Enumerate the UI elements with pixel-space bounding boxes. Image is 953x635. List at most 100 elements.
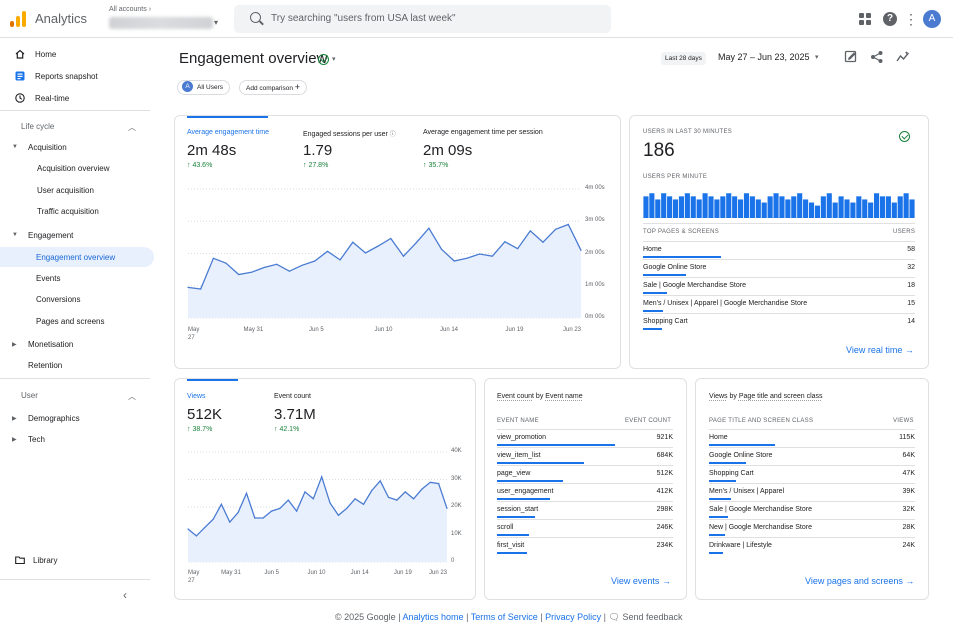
per-minute-bar[interactable] — [743, 193, 750, 218]
sidebar-item-demographics[interactable]: ▶ Demographics — [0, 408, 154, 428]
series-line[interactable] — [187, 223, 582, 290]
data-point[interactable] — [326, 250, 329, 252]
per-minute-bar[interactable] — [690, 196, 696, 218]
data-point[interactable] — [453, 260, 455, 262]
card-title[interactable]: Views by Page title and screen class — [709, 393, 823, 400]
data-point[interactable] — [567, 223, 569, 226]
all-users-chip[interactable]: A All Users — [177, 80, 231, 95]
data-point[interactable] — [542, 241, 544, 243]
data-point[interactable] — [296, 510, 298, 512]
more-vert-icon[interactable]: ⋮ — [904, 11, 918, 27]
share-icon[interactable] — [870, 50, 884, 64]
sidebar-item-engagement-overview[interactable]: Engagement overview — [0, 247, 154, 267]
per-minute-bar[interactable] — [696, 199, 702, 218]
data-point[interactable] — [504, 241, 506, 243]
app-title[interactable]: Analytics — [35, 11, 88, 26]
data-point[interactable] — [262, 517, 264, 519]
per-minute-bar[interactable] — [773, 193, 779, 218]
per-minute-bar[interactable] — [649, 193, 655, 218]
date-preset-chip[interactable]: Last 28 days — [661, 52, 706, 65]
account-name-redacted[interactable] — [109, 17, 213, 29]
per-minute-bar[interactable] — [808, 202, 815, 218]
data-point[interactable] — [225, 262, 227, 264]
collapse-sidebar-icon[interactable]: ‹ — [123, 588, 127, 602]
metric-label[interactable]: Average engagement time per session — [423, 129, 543, 136]
data-point[interactable] — [312, 498, 314, 500]
per-minute-bar[interactable] — [862, 199, 868, 218]
data-point[interactable] — [220, 503, 223, 505]
data-point[interactable] — [200, 288, 202, 290]
data-point[interactable] — [404, 491, 406, 493]
data-point[interactable] — [212, 257, 214, 259]
data-point[interactable] — [428, 227, 430, 229]
chevron-down-icon[interactable]: ▾ — [815, 54, 819, 61]
per-minute-bar[interactable] — [672, 199, 679, 218]
per-minute-bar[interactable] — [767, 196, 773, 218]
per-minute-bar[interactable] — [874, 193, 880, 218]
sidebar-item-tech[interactable]: ▶ Tech — [0, 429, 154, 449]
data-point[interactable] — [446, 507, 448, 509]
search-input[interactable]: Try searching "users from USA last week" — [271, 13, 456, 24]
view-events-link[interactable]: View events → — [611, 576, 671, 586]
view-pages-link[interactable]: View pages and screens → — [805, 576, 914, 586]
sidebar-item-library[interactable]: Library — [0, 550, 154, 570]
per-minute-bar[interactable] — [720, 196, 726, 218]
data-point[interactable] — [517, 248, 519, 250]
per-minute-bar[interactable] — [785, 199, 791, 218]
data-point[interactable] — [396, 499, 398, 501]
data-point[interactable] — [438, 483, 440, 485]
data-point[interactable] — [390, 237, 392, 240]
terms-link[interactable]: Terms of Service — [470, 612, 538, 622]
data-point[interactable] — [195, 535, 197, 537]
card-title[interactable]: Event count by Event name — [497, 393, 583, 400]
per-minute-bar[interactable] — [850, 202, 856, 218]
per-minute-bar[interactable] — [879, 196, 886, 218]
per-minute-bar[interactable] — [755, 199, 761, 218]
per-minute-bar[interactable] — [797, 193, 803, 218]
data-point[interactable] — [371, 489, 373, 492]
data-point[interactable] — [301, 264, 303, 266]
data-point[interactable] — [387, 496, 390, 498]
data-point[interactable] — [212, 518, 214, 520]
data-point[interactable] — [466, 257, 468, 259]
data-point[interactable] — [412, 498, 415, 500]
date-range-picker[interactable]: May 27 – Jun 23, 2025 — [718, 52, 810, 62]
chevron-down-icon[interactable]: ▾ — [214, 18, 219, 27]
per-minute-bar[interactable] — [832, 202, 838, 218]
data-point[interactable] — [421, 488, 423, 490]
analytics-home-link[interactable]: Analytics home — [402, 612, 464, 622]
data-point[interactable] — [287, 499, 289, 501]
analytics-logo-icon[interactable] — [10, 11, 26, 27]
data-point[interactable] — [254, 517, 256, 519]
data-point[interactable] — [276, 263, 278, 265]
sidebar-item-acquisition[interactable]: ▼ Acquisition — [0, 137, 154, 157]
per-minute-bar[interactable] — [820, 196, 826, 218]
data-point[interactable] — [339, 259, 341, 261]
per-minute-bar[interactable] — [826, 193, 832, 218]
avatar[interactable]: A — [923, 10, 941, 28]
sidebar-item-reports-snapshot[interactable]: Reports snapshot — [0, 66, 154, 86]
chevron-up-icon[interactable]: ︿ — [128, 123, 136, 132]
per-minute-bar[interactable] — [779, 196, 785, 218]
per-minute-bar[interactable] — [897, 196, 903, 218]
per-minute-bar[interactable] — [732, 196, 738, 218]
per-minute-bar[interactable] — [856, 196, 862, 218]
per-minute-bar[interactable] — [909, 199, 915, 218]
data-point[interactable] — [415, 242, 417, 244]
insights-icon[interactable] — [896, 50, 910, 64]
data-point[interactable] — [187, 286, 189, 288]
per-minute-bar[interactable] — [891, 202, 897, 218]
per-minute-bar[interactable] — [655, 199, 661, 218]
data-point[interactable] — [491, 255, 493, 257]
data-point[interactable] — [288, 270, 291, 272]
per-minute-bar[interactable] — [708, 196, 714, 218]
per-minute-bar[interactable] — [702, 193, 708, 218]
data-point[interactable] — [238, 273, 240, 276]
data-point[interactable] — [440, 248, 443, 250]
sidebar-item-conversions[interactable]: Conversions — [0, 289, 154, 309]
data-point[interactable] — [187, 528, 189, 530]
data-point[interactable] — [279, 507, 281, 509]
per-minute-bar[interactable] — [726, 193, 732, 218]
per-minute-bar[interactable] — [803, 199, 809, 218]
per-minute-bar[interactable] — [791, 196, 797, 218]
